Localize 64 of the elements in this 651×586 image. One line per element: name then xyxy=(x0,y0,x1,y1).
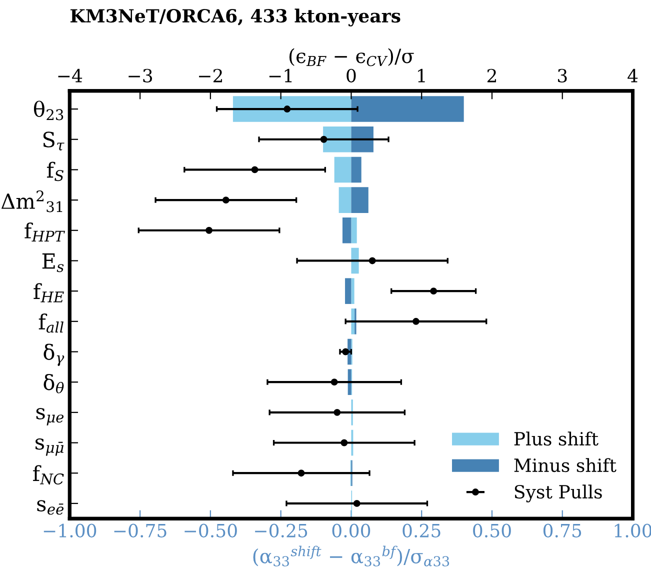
x2-tick-label: −2 xyxy=(199,68,222,82)
bar xyxy=(323,126,352,152)
y-tick-label: δ$_{θ}$ xyxy=(44,374,64,394)
bar xyxy=(351,96,464,122)
y-tick-label: s$_{μe}$ xyxy=(36,408,64,426)
y-tick-label: S$_{τ}$ xyxy=(43,132,64,150)
point xyxy=(368,257,376,264)
x-tick-label: −0.25 xyxy=(255,524,308,538)
x2-tick-label: 4 xyxy=(628,68,638,82)
bar xyxy=(338,187,352,213)
y-tick-label: f$_{all}$ xyxy=(38,313,64,333)
chart-title: KM3NeT/ORCA6, 433 kton-years xyxy=(70,8,400,26)
x2-tick-label: 2 xyxy=(487,68,496,82)
bar xyxy=(345,278,352,304)
point xyxy=(353,500,360,507)
bar xyxy=(351,187,368,213)
x2-tick-label: 1 xyxy=(418,68,425,82)
x-tick-label: 0.00 xyxy=(332,524,370,538)
y-tick-label: f$_{HPT}$ xyxy=(24,222,66,242)
point xyxy=(342,348,350,356)
x2-tick-label: −4 xyxy=(58,68,82,82)
y-tick-label: Δm$^{2}$$_{31}$ xyxy=(1,190,62,212)
x-tick-label: 0.75 xyxy=(543,524,582,538)
y-tick-label: E$_{s}$ xyxy=(42,253,64,272)
y-tick-label: f$_{S}$ xyxy=(47,162,64,182)
bar xyxy=(342,217,352,244)
point xyxy=(284,106,291,113)
x2-tick-label: 0 xyxy=(346,68,356,82)
legend-label: Minus shift xyxy=(514,458,616,472)
y-tick-label: s$_{eē}$ xyxy=(37,500,64,515)
bar xyxy=(334,156,352,183)
point xyxy=(430,288,438,295)
point xyxy=(340,439,348,446)
bar xyxy=(351,156,362,183)
bar xyxy=(351,248,359,274)
legend-label: Syst Pulls xyxy=(514,484,602,502)
x-tick-label: 0.50 xyxy=(473,524,511,538)
bar xyxy=(351,278,354,304)
y-tick-label: f$_{HE}$ xyxy=(34,283,64,302)
x2-tick-label: −3 xyxy=(128,68,152,82)
point xyxy=(206,226,212,234)
point xyxy=(330,378,338,386)
x-tick-label: −1.00 xyxy=(44,524,96,538)
x-tick-label: 0.25 xyxy=(402,524,440,538)
x2-tick-label: 3 xyxy=(558,68,567,82)
legend-label: Plus shift xyxy=(514,432,598,446)
y-tick-label: θ$_{23}$ xyxy=(34,100,64,120)
x2-tick-label: −1 xyxy=(269,68,292,82)
point xyxy=(298,470,305,477)
x-axis-title: (α$_{33}$$^{shift}$ − α$_{33}$$^{bf}$)/σ$_{α33}$ xyxy=(253,546,450,566)
point xyxy=(320,136,328,143)
point xyxy=(334,408,341,416)
bar xyxy=(351,126,374,152)
x-tick-label: −0.75 xyxy=(114,524,166,538)
point xyxy=(222,196,230,204)
y-tick-label: f$_{NC}$ xyxy=(33,465,64,484)
x2-axis-title: (ϵ$_{BF}$ − ϵ$_{CV}$)/σ xyxy=(289,48,414,66)
point xyxy=(412,318,420,325)
point xyxy=(251,166,258,174)
bar xyxy=(351,217,357,244)
y-tick-label: δ$_{γ}$ xyxy=(44,344,64,366)
x-tick-label: −0.50 xyxy=(184,524,237,538)
bar xyxy=(351,308,355,334)
y-tick-label: s$_{μμ̄}$ xyxy=(36,438,64,456)
